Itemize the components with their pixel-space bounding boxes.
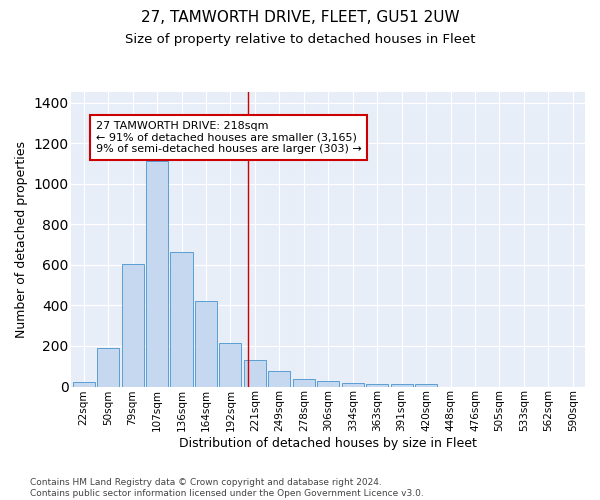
Bar <box>341 384 364 386</box>
Bar <box>195 302 217 386</box>
Bar <box>146 162 168 386</box>
Text: 27, TAMWORTH DRIVE, FLEET, GU51 2UW: 27, TAMWORTH DRIVE, FLEET, GU51 2UW <box>140 10 460 25</box>
Bar <box>122 264 143 386</box>
Bar <box>244 360 266 386</box>
Bar <box>97 348 119 387</box>
Bar <box>415 384 437 386</box>
Text: Contains HM Land Registry data © Crown copyright and database right 2024.
Contai: Contains HM Land Registry data © Crown c… <box>30 478 424 498</box>
Bar <box>170 252 193 386</box>
X-axis label: Distribution of detached houses by size in Fleet: Distribution of detached houses by size … <box>179 437 477 450</box>
Y-axis label: Number of detached properties: Number of detached properties <box>15 141 28 338</box>
Bar <box>391 384 413 386</box>
Bar <box>366 384 388 386</box>
Bar <box>220 343 241 386</box>
Bar <box>293 380 315 386</box>
Text: Size of property relative to detached houses in Fleet: Size of property relative to detached ho… <box>125 32 475 46</box>
Bar <box>317 381 339 386</box>
Bar <box>73 382 95 386</box>
Bar <box>268 372 290 386</box>
Text: 27 TAMWORTH DRIVE: 218sqm
← 91% of detached houses are smaller (3,165)
9% of sem: 27 TAMWORTH DRIVE: 218sqm ← 91% of detac… <box>96 121 362 154</box>
